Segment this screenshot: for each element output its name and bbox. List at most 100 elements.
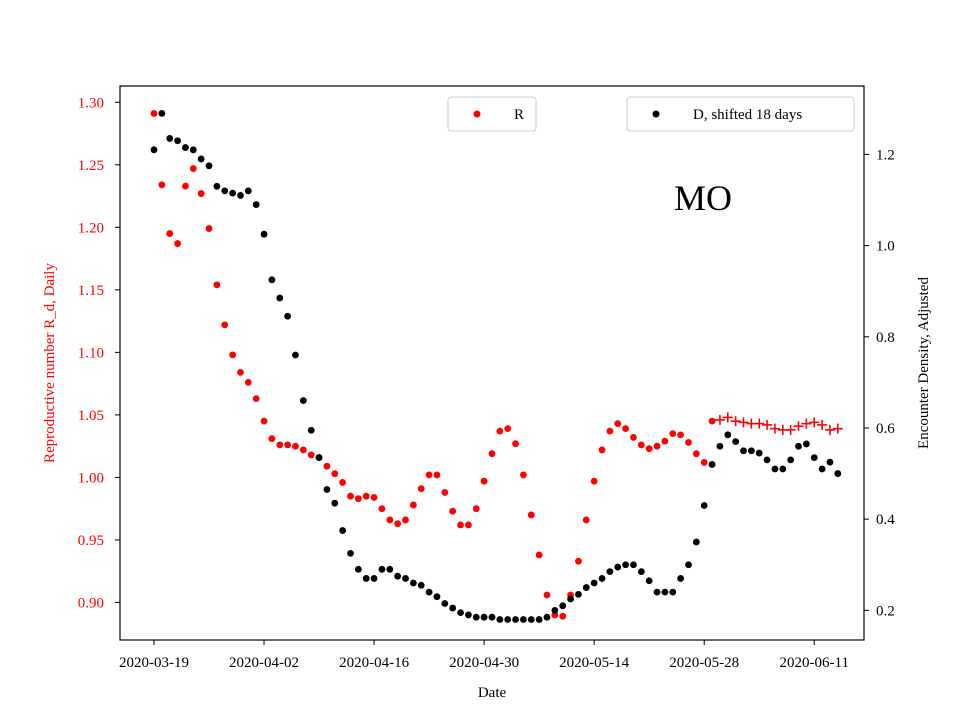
d-point	[174, 137, 181, 145]
y-axis-left: 0.90 0.95 1.00 1.05 1.10 1.15 1.20 1.25 1.30	[78, 95, 120, 611]
r-point	[457, 521, 464, 529]
d-point	[685, 561, 692, 569]
d-point	[567, 595, 574, 603]
r-point	[645, 445, 653, 453]
d-point	[347, 549, 354, 557]
d-point	[645, 577, 653, 585]
y-left-tick-label: 0.95	[78, 533, 104, 549]
r-point	[598, 446, 606, 454]
d-point	[598, 575, 606, 582]
d-point	[755, 449, 763, 457]
r-point	[158, 181, 166, 189]
d-point	[276, 294, 284, 302]
r-point	[520, 471, 527, 479]
r-point	[292, 442, 299, 450]
r-projected-point	[793, 421, 804, 432]
d-point	[425, 588, 433, 596]
y-axis-right-label: Encounter Density, Adjusted	[916, 277, 932, 449]
r-point	[339, 479, 347, 486]
d-point	[747, 447, 755, 455]
r-point	[362, 492, 370, 500]
y-right-tick-label: 0.2	[876, 603, 895, 619]
d-point	[252, 201, 260, 208]
d-point	[370, 575, 378, 582]
r-point	[229, 351, 237, 359]
x-axis: 2020-03-19 2020-04-02 2020-04-16 2020-04-30…	[119, 640, 849, 671]
d-point	[653, 588, 661, 596]
r-point	[449, 507, 457, 515]
d-point	[465, 611, 472, 619]
r-point	[692, 450, 700, 458]
d-point	[543, 613, 551, 621]
d-point	[433, 593, 441, 601]
d-point	[692, 538, 700, 546]
x-tick-label: 2020-04-30	[449, 655, 519, 671]
y-left-tick-label: 0.90	[78, 595, 104, 611]
r-point	[527, 511, 535, 519]
d-point	[402, 575, 409, 582]
r-point	[669, 430, 677, 438]
d-point	[197, 155, 205, 163]
d-point	[213, 182, 221, 190]
y-right-tick-label: 0.4	[876, 512, 895, 528]
d-point	[323, 486, 331, 493]
d-point	[378, 565, 386, 573]
d-point	[472, 613, 480, 621]
d-point	[559, 602, 567, 610]
y-right-tick-label: 0.8	[876, 330, 895, 346]
x-tick-label: 2020-05-28	[669, 655, 739, 671]
r-point	[182, 182, 189, 190]
d-point	[244, 187, 252, 195]
r-projected-point	[722, 412, 733, 423]
r-point	[370, 494, 378, 501]
y-axis-right: 0.2 0.4 0.6 0.8 1.0 1.2	[864, 147, 895, 619]
r-point	[205, 225, 213, 232]
r-projected-point	[832, 423, 843, 434]
d-point	[362, 575, 370, 582]
r-point	[496, 427, 504, 435]
y-axis-left-label: Reproductive number R_d, Daily	[42, 263, 58, 463]
d-point	[292, 351, 299, 359]
d-point	[299, 397, 307, 405]
d-point	[700, 502, 708, 509]
d-point	[795, 442, 802, 450]
d-point	[441, 600, 449, 607]
r-point	[354, 495, 362, 503]
r-point	[700, 459, 708, 466]
r-point	[488, 450, 496, 458]
d-point	[504, 616, 512, 623]
r-projected-point	[824, 424, 835, 435]
data-marks	[150, 109, 843, 623]
d-point	[307, 426, 315, 434]
d-point	[708, 461, 716, 468]
r-point	[386, 516, 394, 524]
d-point	[527, 616, 535, 623]
d-point	[669, 588, 677, 596]
d-point	[582, 584, 590, 591]
x-tick-label: 2020-03-19	[119, 655, 189, 671]
d-point	[268, 276, 276, 284]
r-projected-point	[714, 414, 725, 425]
d-point	[779, 465, 787, 473]
d-point	[260, 230, 268, 238]
d-point	[496, 616, 504, 623]
d-point	[284, 312, 292, 320]
r-point	[166, 230, 174, 237]
r-point	[614, 420, 622, 428]
r-point	[417, 485, 425, 493]
x-tick-label: 2020-04-02	[229, 655, 299, 671]
d-point	[551, 606, 559, 614]
d-point	[826, 458, 834, 466]
x-tick-label: 2020-06-11	[780, 655, 849, 671]
d-point	[182, 144, 189, 151]
legend-left-label: R	[514, 107, 524, 123]
r-point	[284, 441, 292, 449]
d-point	[535, 616, 543, 623]
r-point	[480, 477, 488, 485]
d-point	[622, 561, 629, 569]
r-point	[331, 470, 339, 478]
r-point	[512, 440, 519, 448]
r-projected-point	[801, 418, 812, 429]
legend-left-box	[447, 96, 537, 132]
